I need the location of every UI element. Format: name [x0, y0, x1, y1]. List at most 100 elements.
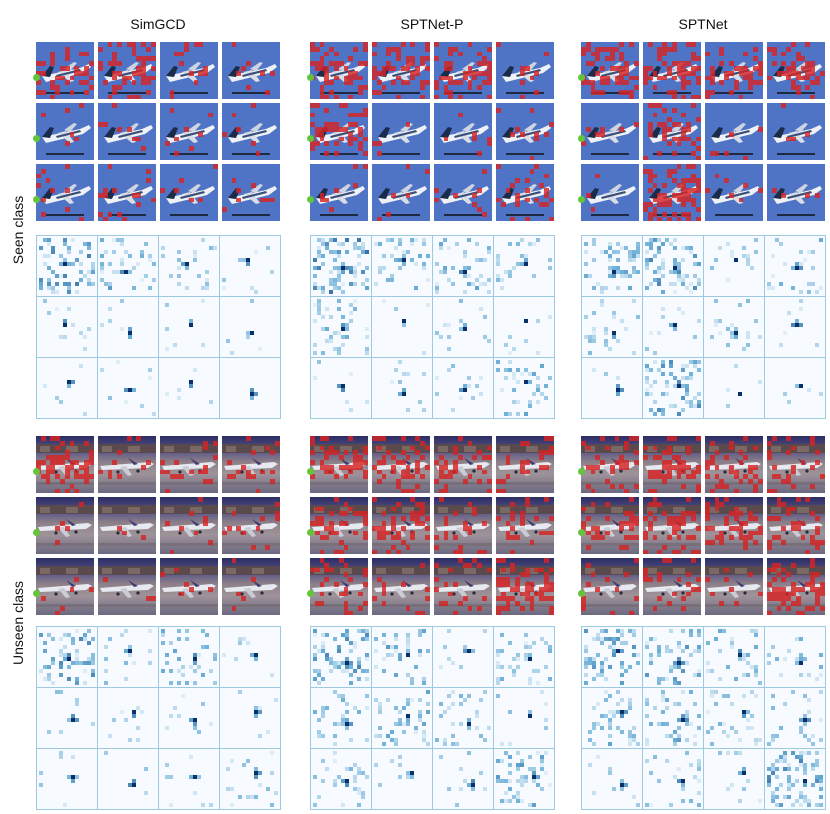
- attention-patch: [107, 42, 113, 47]
- heat-patch: [807, 799, 811, 803]
- attention-patch: [184, 46, 189, 52]
- heat-patch: [657, 270, 661, 274]
- attention-patch: [174, 474, 180, 480]
- attention-patch: [539, 464, 544, 470]
- heat-patch: [250, 286, 254, 290]
- attention-heatmap: [581, 687, 643, 749]
- attention-patch: [415, 464, 420, 470]
- heat-patch: [181, 673, 185, 677]
- attention-patch: [329, 469, 334, 475]
- attention-patch: [515, 535, 520, 541]
- heat-patch: [771, 795, 775, 799]
- attention-patch: [198, 70, 204, 76]
- attention-patch: [64, 464, 70, 470]
- heatmap-grid-unseen-simgcd: [36, 626, 281, 810]
- attention-patch: [686, 197, 691, 203]
- attention-patch: [505, 188, 511, 193]
- attention-overlay-image: [36, 42, 94, 99]
- heat-patch: [321, 238, 325, 242]
- attention-patch: [36, 61, 41, 66]
- attention-patch: [314, 567, 320, 573]
- attention-patch: [681, 202, 687, 208]
- attention-patch: [609, 484, 615, 489]
- heat-patch: [386, 698, 390, 702]
- attention-patch: [310, 112, 315, 118]
- attention-patch: [624, 545, 629, 550]
- heat-patch: [321, 290, 325, 294]
- heat-patch: [616, 388, 620, 392]
- attention-patch: [524, 216, 530, 221]
- heat-patch: [313, 633, 317, 637]
- heat-patch: [321, 714, 325, 718]
- heat-patch: [67, 718, 71, 722]
- attention-patch: [667, 216, 672, 221]
- attention-patch: [585, 545, 591, 550]
- heat-patch: [361, 270, 365, 274]
- heat-patch: [439, 714, 443, 718]
- heat-patch: [337, 722, 341, 726]
- heat-patch: [799, 803, 803, 807]
- attention-patch: [343, 474, 349, 480]
- attention-patch: [595, 455, 601, 460]
- attention-patch: [520, 460, 525, 465]
- attention-patch: [695, 75, 701, 81]
- attention-patch: [748, 85, 753, 90]
- heat-patch: [661, 262, 665, 266]
- attention-patch: [544, 51, 549, 57]
- attention-patch: [329, 122, 334, 127]
- heat-patch: [321, 262, 325, 266]
- heat-patch: [47, 633, 51, 637]
- heat-patch: [653, 278, 657, 282]
- attention-patch: [748, 516, 753, 521]
- attention-patch: [169, 94, 175, 99]
- attention-patch: [396, 501, 401, 507]
- heat-patch: [185, 286, 189, 290]
- heat-patch: [47, 266, 51, 270]
- heat-patch: [673, 238, 677, 242]
- heat-patch: [254, 290, 258, 294]
- heat-patch: [406, 633, 410, 637]
- heat-patch: [685, 751, 689, 755]
- attention-heatmap: [493, 626, 555, 688]
- attention-patch: [338, 464, 344, 470]
- heat-patch: [193, 258, 197, 262]
- heat-patch: [124, 718, 128, 722]
- heat-patch: [410, 775, 414, 779]
- heat-patch: [349, 311, 353, 315]
- attention-patch: [681, 521, 687, 526]
- attention-patch: [496, 596, 501, 602]
- attention-heatmap: [493, 687, 555, 749]
- attention-overlay-image: [767, 42, 825, 99]
- attention-patch: [334, 61, 339, 66]
- heat-patch: [353, 299, 357, 303]
- attention-patch: [36, 173, 41, 179]
- attention-patch: [671, 212, 677, 217]
- attention-patch: [164, 521, 170, 526]
- attention-heatmap: [219, 687, 281, 749]
- attention-heatmap: [581, 626, 643, 688]
- heat-patch: [321, 242, 325, 246]
- anchor-patch-marker: [307, 590, 314, 597]
- heat-patch: [524, 633, 528, 637]
- attention-patch: [643, 455, 648, 460]
- heat-patch: [673, 376, 677, 380]
- attention-patch: [453, 469, 458, 475]
- heat-patch: [47, 677, 51, 681]
- photo-grid-seen-sptnet-p: [307, 42, 554, 221]
- heat-patch: [604, 714, 608, 718]
- attention-patch: [781, 596, 787, 602]
- heat-patch: [337, 250, 341, 254]
- attention-patch: [657, 202, 663, 208]
- heat-patch: [67, 633, 71, 637]
- attention-patch: [150, 66, 156, 71]
- heat-patch: [83, 335, 87, 339]
- attention-patch: [208, 540, 213, 545]
- heat-patch: [353, 246, 357, 250]
- attention-heatmap: [432, 296, 494, 358]
- attention-patch: [614, 66, 620, 71]
- heat-patch: [726, 787, 730, 791]
- attention-patch: [372, 497, 377, 502]
- anchor-patch-marker: [578, 590, 585, 597]
- airplane-illustration: [440, 123, 489, 155]
- attention-patch: [438, 469, 444, 475]
